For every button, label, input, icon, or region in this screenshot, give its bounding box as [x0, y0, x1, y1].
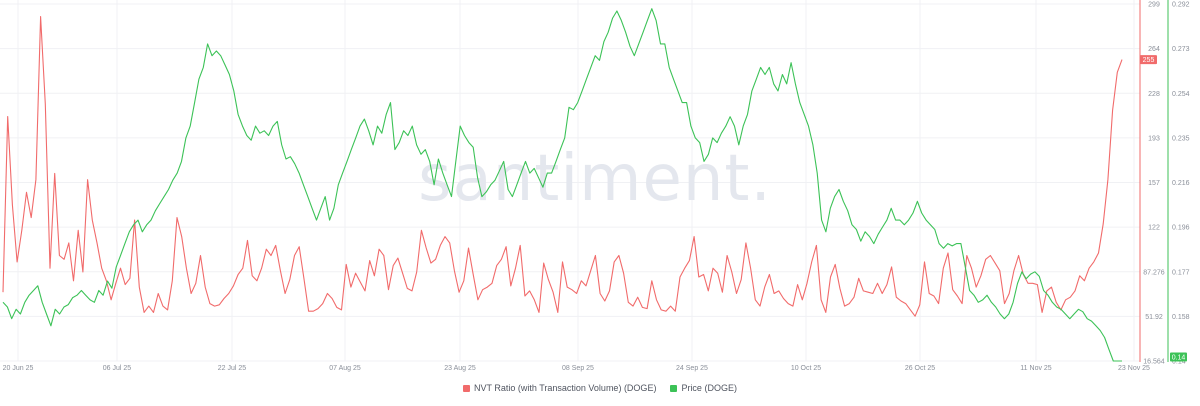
right-axis-tick-label: 0.235: [1172, 135, 1190, 142]
left-axis-tick-label: 157: [1148, 180, 1160, 187]
x-axis-tick-label: 10 Oct 25: [791, 365, 821, 372]
left-axis-tick-label: 228: [1148, 91, 1160, 98]
x-axis-tick-label: 23 Nov 25: [1118, 365, 1150, 372]
right-axis-tick-label: 0.216: [1172, 180, 1190, 187]
legend-item-price[interactable]: Price (DOGE): [670, 383, 737, 393]
legend-item-nvt[interactable]: NVT Ratio (with Transaction Volume) (DOG…: [463, 383, 656, 393]
left-axis-tick-label: 299: [1148, 2, 1160, 9]
nvt-series-line[interactable]: [2, 16, 1123, 317]
x-axis-tick-label: 23 Aug 25: [444, 365, 476, 372]
left-axis-tick-label: 16.564: [1143, 359, 1165, 366]
grid-lines: [0, 0, 1140, 362]
x-axis-tick-label: 06 Jul 25: [103, 365, 132, 372]
legend-swatch-price: [670, 384, 678, 392]
x-axis-tick-label: 07 Aug 25: [329, 365, 361, 372]
left-axis-tick-label: 51.92: [1145, 314, 1163, 321]
price-last-value-badge: 0.14: [1170, 352, 1187, 362]
right-axis-tick-label: 0.254: [1172, 91, 1190, 98]
legend: NVT Ratio (with Transaction Volume) (DOG…: [0, 383, 1200, 393]
x-axis-tick-label: 11 Nov 25: [1020, 365, 1051, 372]
right-axis-tick-label: 0.292: [1172, 2, 1190, 9]
legend-label-nvt: NVT Ratio (with Transaction Volume) (DOG…: [474, 383, 657, 393]
left-axis-tick-label: 87.276: [1143, 269, 1165, 276]
x-axis-tick-label: 22 Jul 25: [218, 365, 247, 372]
price-series-line[interactable]: [2, 8, 1122, 362]
left-axis-tick-label: 122: [1148, 225, 1160, 232]
y-axis-ticks: 299 264 228 193 157 122 87.276 51.92 16.564 0.292…: [1143, 2, 1189, 366]
right-axis-tick-label: 0.14: [1172, 359, 1186, 366]
x-axis-ticks: 20 Jun 25 06 Jul 25 22 Jul 25 07 Aug 25 23 A…: [3, 365, 1150, 372]
x-axis-tick-label: 08 Sep 25: [562, 365, 594, 372]
right-axis-tick-label: 0.196: [1172, 225, 1190, 232]
x-axis-tick-label: 26 Oct 25: [905, 365, 935, 372]
right-axis-tick-label: 0.177: [1172, 269, 1190, 276]
series-group: [2, 8, 1123, 362]
left-axis-tick-label: 193: [1148, 135, 1160, 142]
right-axis-tick-label: 0.158: [1172, 314, 1190, 321]
svg-text:0.14: 0.14: [1172, 355, 1186, 362]
right-axis-tick-label: 0.273: [1172, 46, 1190, 53]
legend-label-price: Price (DOGE): [681, 383, 737, 393]
x-axis-tick-label: 24 Sep 25: [676, 365, 708, 372]
last-value-labels: 255 0.14: [1140, 55, 1187, 362]
legend-swatch-nvt: [463, 384, 471, 392]
left-axis-tick-label: 264: [1148, 46, 1160, 53]
nvt-last-value-badge: 255: [1140, 55, 1157, 65]
x-axis-tick-label: 20 Jun 25: [3, 365, 34, 372]
svg-text:255: 255: [1143, 57, 1155, 64]
chart-area: santiment. 20 Jun 25 06 Jul 25 22 Jul 25 07…: [0, 0, 1190, 372]
watermark: santiment.: [418, 142, 772, 216]
